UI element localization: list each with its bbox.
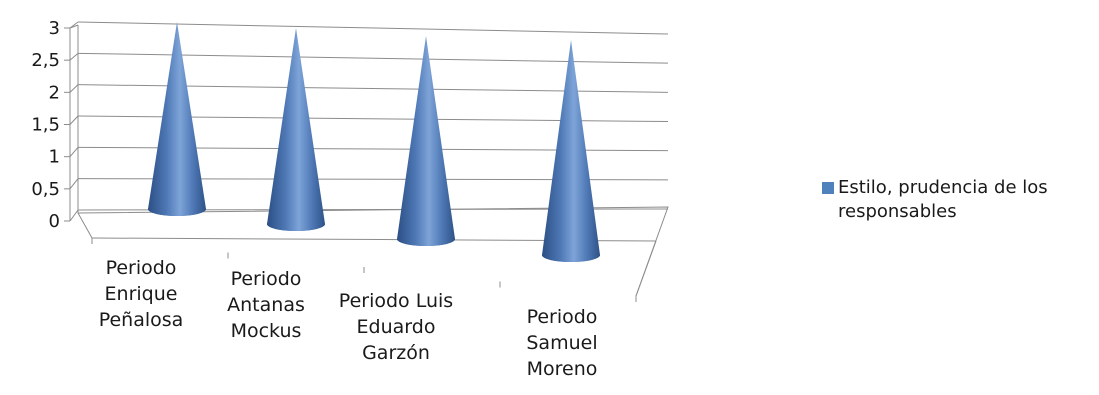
legend-label: Estilo, prudencia de los responsables — [838, 177, 1048, 222]
gridline-wall — [69, 84, 79, 93]
cone-bar — [148, 22, 206, 216]
floor-right-edge — [635, 240, 657, 297]
y-tick-label: 2 — [49, 82, 60, 103]
x-tick-label: Periodo Samuel Moreno — [526, 306, 597, 380]
cone-body — [148, 22, 206, 216]
y-tick-label: 2,5 — [31, 50, 60, 71]
legend: Estilo, prudencia de los responsables — [822, 176, 1092, 224]
x-tick-label: Periodo Enrique Peñalosa — [99, 257, 184, 331]
gridline-wall — [69, 178, 79, 190]
legend-swatch — [822, 182, 834, 194]
x-tick-label: Periodo Antanas Mockus — [227, 268, 305, 342]
left-wall-edge — [77, 25, 93, 239]
gridline-wall — [69, 209, 79, 222]
y-tick-label: 0,5 — [31, 179, 60, 200]
gridline-wall — [69, 21, 79, 29]
y-tick-label: 0 — [49, 211, 60, 232]
gridline — [77, 21, 669, 35]
cone-bar — [267, 28, 325, 231]
cone-bar — [397, 36, 455, 246]
cone-bars — [148, 22, 600, 262]
y-tick-label: 1,5 — [31, 115, 60, 136]
cone-body — [397, 36, 455, 246]
x-axis-category-labels: Periodo Enrique Peñalosa Periodo Antanas Mock… — [99, 257, 598, 380]
cone-body — [542, 40, 600, 262]
gridline-wall — [69, 147, 79, 157]
gridline-wall — [69, 52, 79, 61]
y-tick-label: 3 — [49, 18, 60, 39]
gridline-wall — [69, 115, 79, 125]
cone-bar — [542, 40, 600, 262]
x-tick-label: Periodo Luis Eduardo Garzón — [339, 290, 453, 364]
y-axis-tick-labels: 0 0,5 1 1,5 2 2,5 3 — [31, 18, 60, 232]
cone-body — [267, 28, 325, 231]
y-tick-label: 1 — [49, 147, 60, 168]
gridline — [77, 52, 669, 64]
